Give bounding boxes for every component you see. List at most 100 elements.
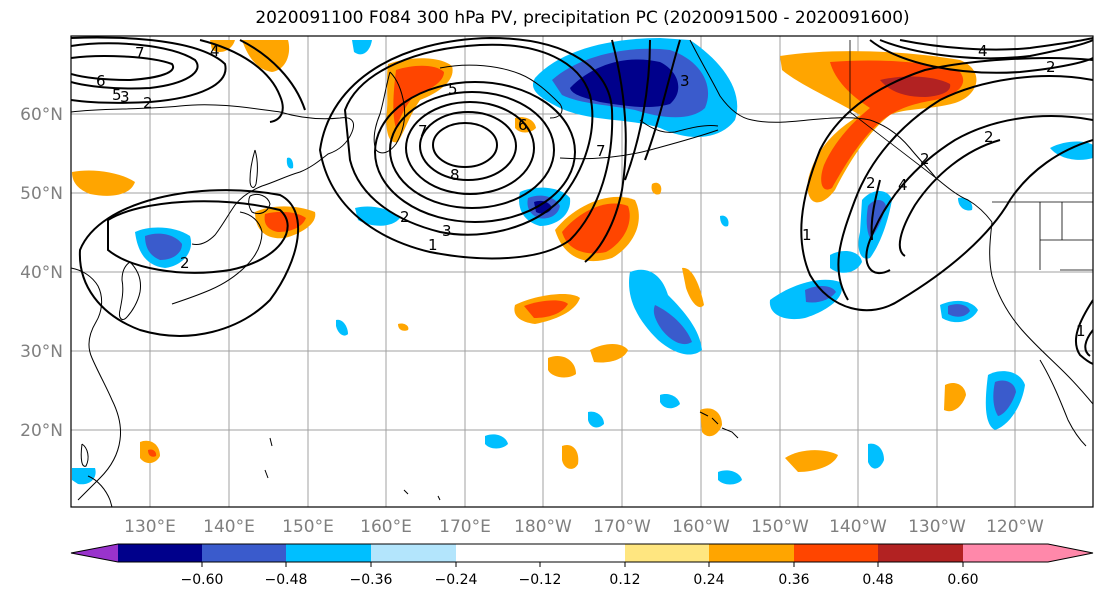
lat-label: 20°N — [20, 421, 63, 441]
coastline-baja — [1039, 359, 1087, 447]
colorbar-high-extension — [963, 544, 1093, 562]
precip-negative-region — [948, 304, 970, 317]
coastline-us-west — [989, 221, 1093, 405]
precip-negative-region — [868, 443, 884, 469]
coastline-kamchatka — [373, 71, 406, 154]
colorbar-segment — [202, 544, 286, 562]
colorbar-segment — [540, 544, 625, 562]
pv-contour — [898, 139, 1001, 257]
colorbar-tick-label: 0.60 — [947, 572, 978, 588]
coastline-alaska-west — [639, 119, 719, 133]
pv-label: 3 — [442, 222, 452, 240]
pv-label: 2 — [866, 174, 876, 192]
pv-label: 1 — [802, 226, 812, 244]
pv-contour — [419, 111, 517, 181]
pv-contour — [869, 39, 1093, 74]
coastline-bc — [935, 177, 993, 223]
precip-negative-region — [352, 40, 372, 55]
colorbar-segment — [709, 544, 794, 562]
pv-contour-labels: 7 6 5 3 2 5 7 8 6 4 2 3 1 2 3 2 7 1 2 4 … — [96, 42, 1086, 340]
lon-label: 120°W — [986, 517, 1044, 537]
precip-negative-region — [570, 59, 679, 108]
coastline-chukotka — [439, 64, 563, 119]
latitude-labels: 60°N 50°N 40°N 30°N 20°N — [20, 105, 63, 441]
pv-contour — [78, 189, 300, 337]
pv-label: 7 — [135, 44, 145, 62]
colorbar-segment — [286, 544, 371, 562]
colorbar-segment — [794, 544, 878, 562]
coastline-china — [71, 267, 121, 501]
pv-contour — [1075, 299, 1093, 365]
pv-label: 1 — [1076, 322, 1086, 340]
precip-negative-region — [993, 380, 1016, 416]
colorbar-ticks — [201, 562, 964, 567]
colorbar-segment — [625, 544, 709, 562]
precip-positive-region — [944, 383, 966, 412]
pv-contour — [1084, 329, 1093, 357]
pv-label: 2 — [984, 128, 994, 146]
coastline-alaska — [689, 39, 937, 179]
lon-label: 160°W — [672, 517, 730, 537]
precip-positive-region — [562, 203, 630, 254]
pv-label: 6 — [518, 116, 528, 134]
pv-label: 7 — [596, 142, 606, 160]
colorbar-tick-label: −0.24 — [435, 572, 478, 588]
precip-positive-region — [785, 450, 838, 472]
lon-label: 130°W — [908, 517, 966, 537]
lon-label: 170°E — [439, 517, 491, 537]
precip-positive-region — [524, 300, 568, 318]
lat-label: 50°N — [20, 184, 63, 204]
figure-title: 2020091100 F084 300 hPa PV, precipitatio… — [255, 8, 910, 28]
pv-contour — [879, 39, 1093, 60]
pv-label: 4 — [898, 176, 908, 194]
colorbar-segment — [371, 544, 456, 562]
precip-negative-region — [805, 286, 836, 303]
pv-contour — [870, 179, 881, 241]
island-small — [264, 437, 441, 501]
precip-negative-region — [72, 468, 96, 485]
colorbar-tick-label: −0.48 — [265, 572, 308, 588]
precip-negative-region — [1050, 141, 1093, 160]
colorbar-tick-label: −0.60 — [181, 572, 224, 588]
precip-positive-region — [590, 344, 628, 363]
pv-contour — [239, 39, 306, 111]
border-us-states — [1039, 202, 1093, 271]
pv-contour — [405, 101, 535, 195]
pv-contour — [71, 42, 199, 90]
lon-label: 160°E — [360, 517, 412, 537]
precip-negative-region — [145, 233, 182, 260]
pv-contour — [432, 122, 498, 168]
pv-label: 2 — [1046, 58, 1056, 76]
colorbar-segment — [118, 544, 202, 562]
islands — [264, 411, 739, 501]
precip-positive-region — [548, 355, 576, 378]
precip-positive-region — [148, 449, 157, 457]
lon-label: 170°W — [593, 517, 651, 537]
precip-negative-region — [588, 411, 604, 428]
precip-negative-region — [286, 157, 294, 169]
pv-contour — [644, 39, 681, 161]
colorbar-tick-label: 0.24 — [693, 572, 724, 588]
pv-contour — [899, 37, 1093, 51]
precip-positive-region — [651, 182, 662, 195]
coastline-sakhalin — [249, 149, 258, 188]
colorbar-tick-label: 0.48 — [862, 572, 893, 588]
colorbar: −0.60 −0.48 −0.36 −0.24 −0.12 0.12 0.24 … — [70, 543, 1094, 588]
pv-label: 7 — [418, 122, 428, 140]
colorbar-segment — [456, 544, 540, 562]
precip-positive-region — [264, 211, 306, 232]
lon-label: 180°W — [514, 517, 572, 537]
precip-positive-region — [393, 65, 444, 128]
pv-label: 2 — [143, 94, 153, 112]
pv-contour — [71, 55, 175, 82]
colorbar-tick-label: 0.12 — [609, 572, 640, 588]
pv-label: 2 — [920, 150, 930, 168]
colorbar-segment — [878, 544, 963, 562]
pv-contour — [584, 39, 627, 263]
lon-label: 140°E — [203, 517, 255, 537]
coastline-asia — [71, 104, 354, 245]
colorbar-tick-label: −0.36 — [350, 572, 393, 588]
colorbar-outline — [70, 543, 1094, 563]
pv-label: 3 — [120, 88, 130, 106]
